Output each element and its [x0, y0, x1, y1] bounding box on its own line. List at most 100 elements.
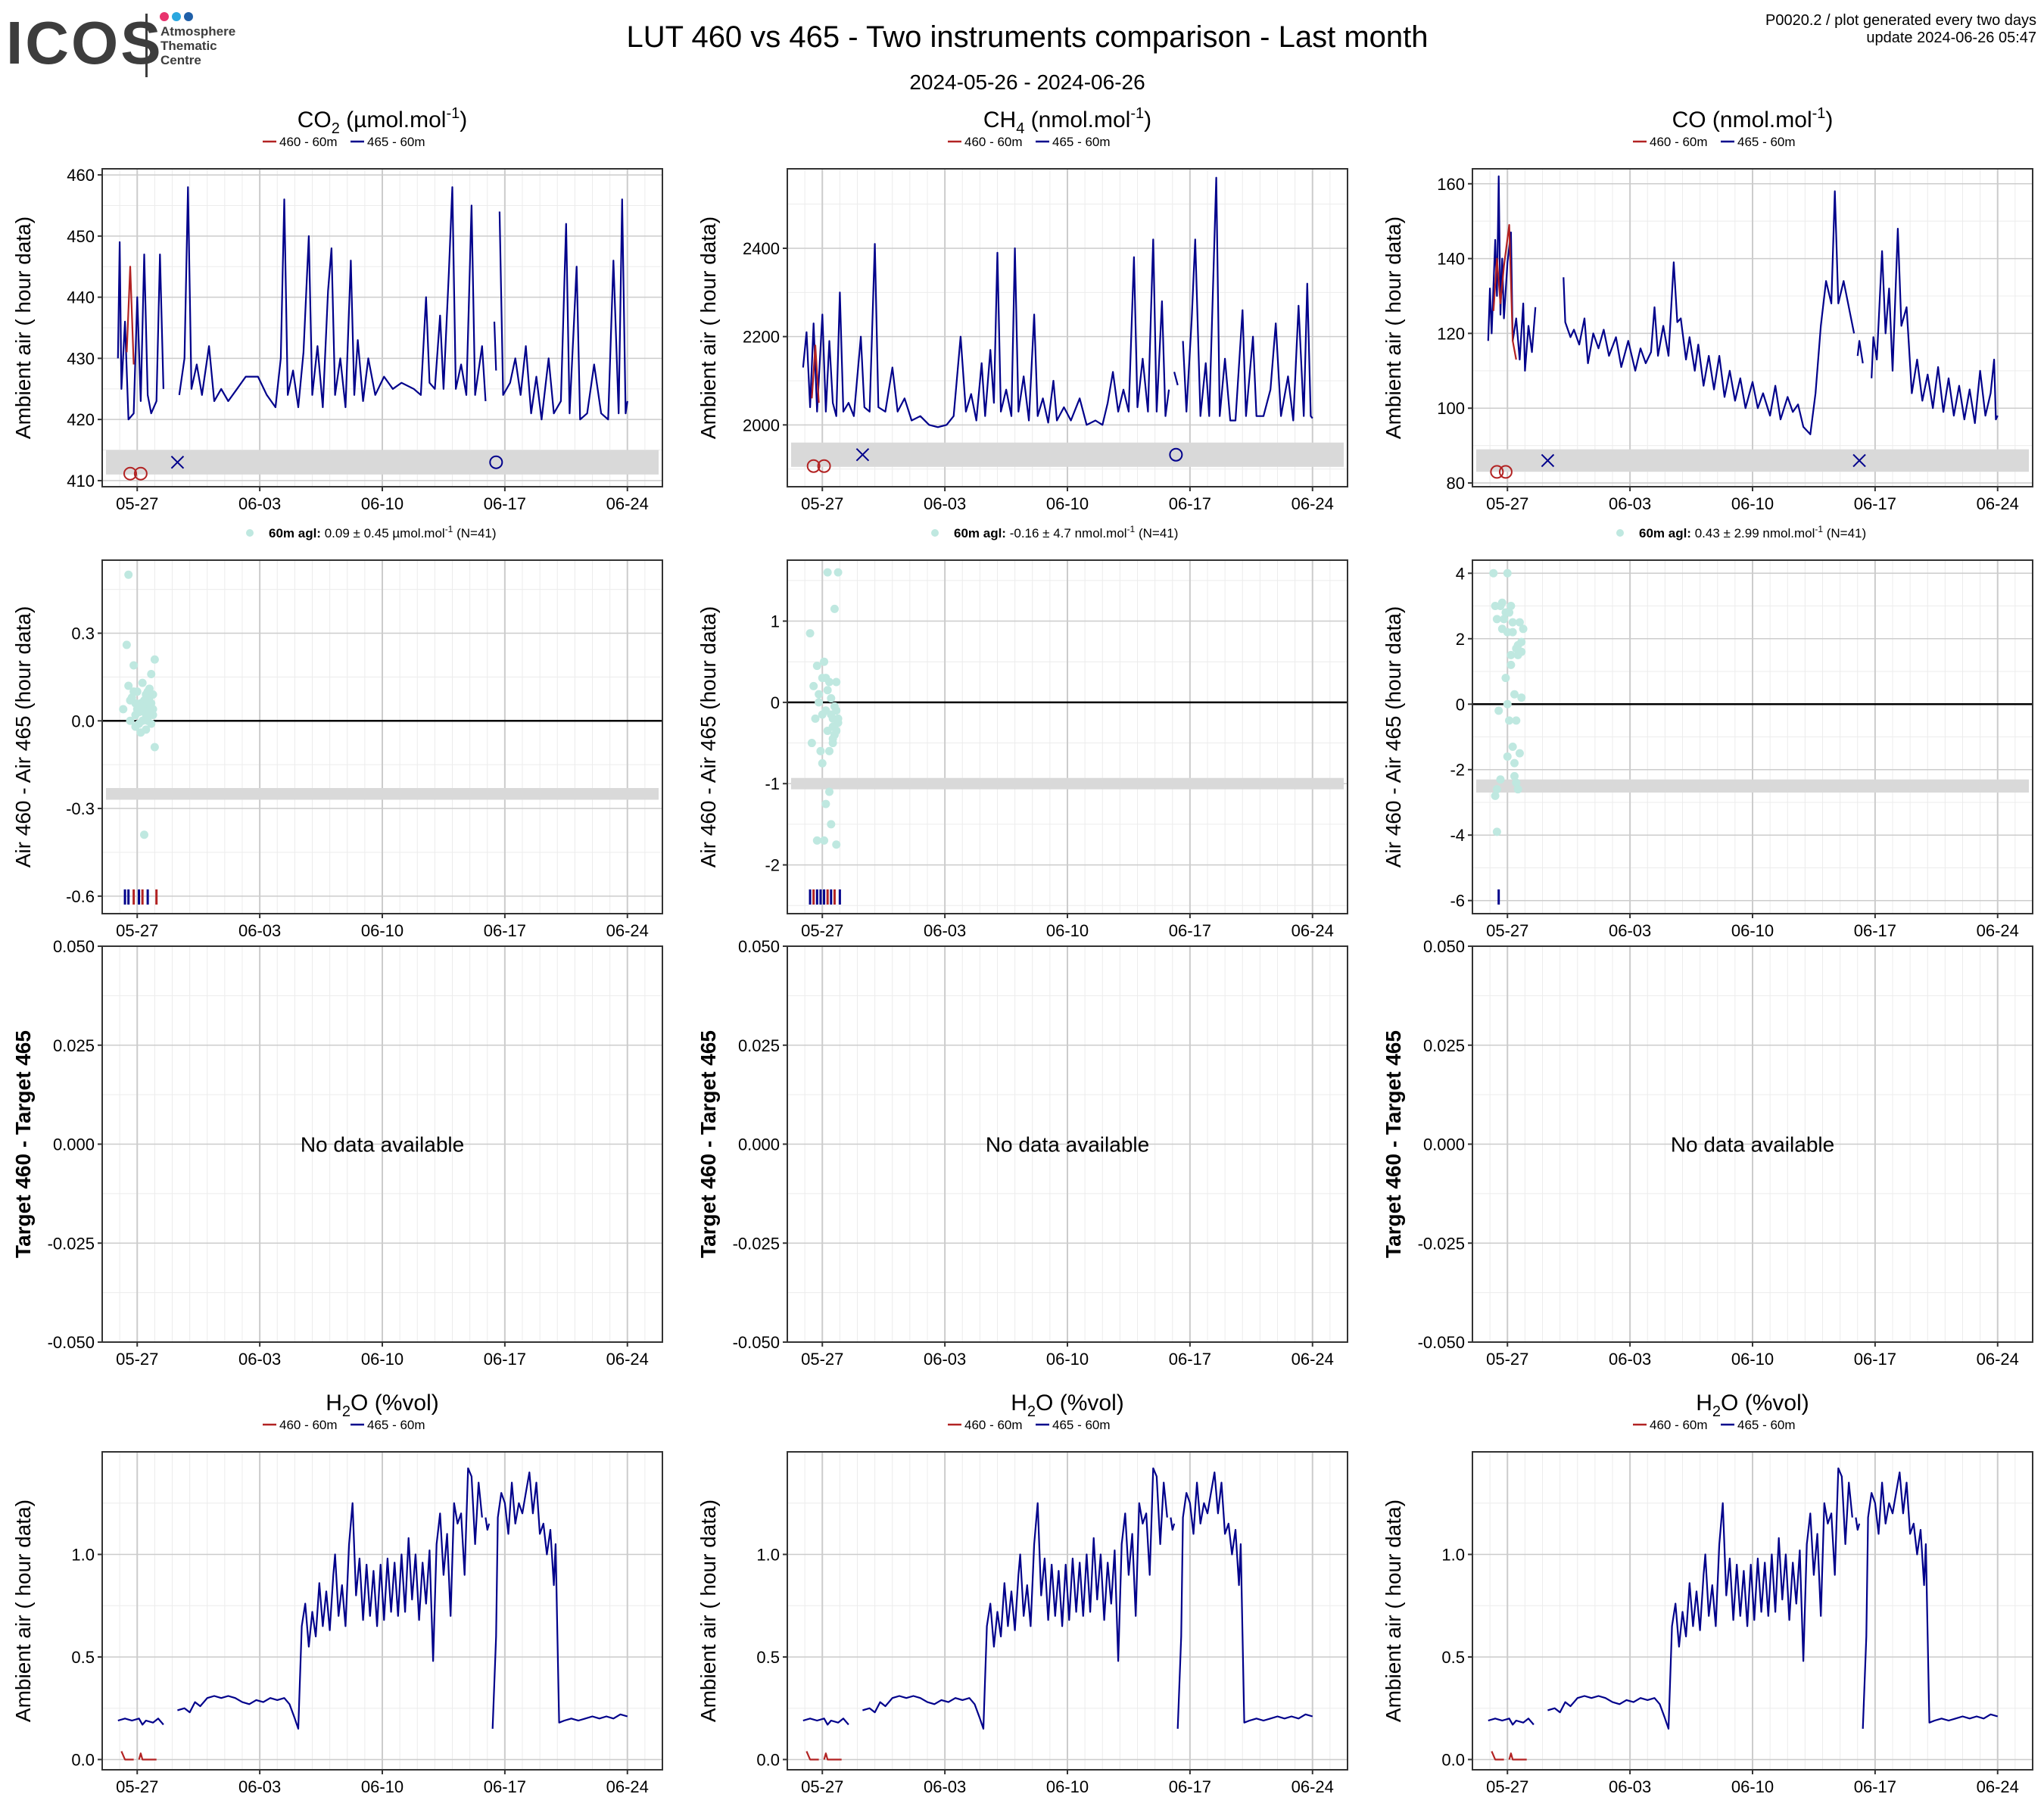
title-end: )	[460, 107, 467, 132]
series-465	[1487, 175, 1999, 435]
legend-label-465: 465 - 60m	[1737, 1418, 1796, 1432]
series-line-segment	[823, 1752, 842, 1761]
diff-point	[119, 705, 128, 714]
diff-point	[830, 604, 839, 613]
y-tick-label: 120	[1437, 324, 1465, 343]
x-tick-label: 05-27	[1486, 494, 1528, 513]
diff-point	[815, 698, 824, 707]
legend-label-460: 460 - 60m	[279, 1418, 338, 1432]
y-tick-label: 0.050	[53, 937, 95, 956]
event-marker-circle	[1169, 447, 1183, 462]
series-line-segment	[1855, 1517, 1861, 1531]
diff-point	[809, 681, 818, 690]
series-460	[1492, 224, 1517, 360]
x-tick-label: 06-03	[1609, 494, 1651, 513]
diff-point	[1519, 624, 1528, 634]
y-tick-label: 2	[1456, 630, 1465, 649]
series-460	[1491, 1751, 1527, 1761]
generation-note: P0020.2 / plot generated every two days	[1765, 12, 2036, 29]
diff-point	[1503, 699, 1512, 709]
event-marker-circle	[133, 466, 148, 481]
panel-1-1: 05-27 06-03 06-10 06-17 06-24 410 420 430 440 450…	[11, 105, 663, 513]
legend-label-465: 465 - 60m	[1052, 135, 1111, 149]
title-subscript: 2	[1027, 1403, 1036, 1420]
diff-point	[820, 836, 829, 845]
stats-summary: 60m agl: 0.09 ± 0.45 µmol.mol-1 (N=41)	[269, 524, 497, 540]
diff-point	[1512, 716, 1521, 725]
diff-point	[807, 739, 816, 748]
diff-point	[148, 690, 157, 699]
diff-point	[1507, 650, 1516, 659]
legend-label-460: 460 - 60m	[279, 135, 338, 149]
series-line-segment	[1492, 224, 1517, 360]
series-line-segment	[1508, 1752, 1527, 1761]
diff-point	[812, 662, 821, 671]
y-tick-label: 0.3	[71, 624, 95, 643]
stats-label: 60m agl:	[269, 526, 321, 540]
diff-point	[833, 568, 843, 577]
y-tick-label: -2	[765, 856, 780, 875]
x-tick-label: 06-10	[1046, 1350, 1089, 1369]
y-axis-label: Air 460 - Air 465 (hour data)	[1382, 606, 1405, 868]
logo-dot-3	[184, 12, 193, 21]
panel-title: CO (nmol.mol-1)	[1672, 105, 1834, 132]
logo-sub-3: Centre	[160, 53, 201, 67]
event-marker-circle	[489, 455, 503, 469]
panel-1-2: 05-27 06-03 06-10 06-17 06-24 2000 2200 2400 Amb…	[696, 105, 1348, 513]
stats-values: 0.43 ± 2.99 nmol.mol	[1691, 526, 1815, 540]
title-superscript: -1	[1130, 105, 1144, 122]
x-tick-label: 06-10	[361, 1350, 404, 1369]
y-tick-label: 0.025	[53, 1036, 95, 1055]
update-timestamp: update 2024-06-26 05:47	[1866, 30, 2036, 46]
x-tick-label: 06-10	[1046, 1777, 1089, 1794]
event-marker-circle	[817, 459, 831, 473]
stats-label: 60m agl:	[1639, 526, 1691, 540]
reference-band	[106, 788, 659, 800]
series-line-segment	[1862, 1471, 1999, 1729]
legend-label-460: 460 - 60m	[1650, 135, 1708, 149]
diff-point	[832, 840, 841, 849]
y-tick-label: -4	[1450, 826, 1465, 845]
x-tick-label: 05-27	[801, 1350, 843, 1369]
x-tick-label: 06-17	[1169, 1777, 1211, 1794]
diff-point	[1515, 618, 1524, 627]
y-tick-label: 0.0	[71, 712, 95, 730]
panel-grid: 05-27 06-03 06-10 06-17 06-24410420430440450…	[11, 105, 2033, 1794]
y-tick-label: -0.3	[66, 799, 95, 818]
x-tick-label: 06-10	[361, 494, 404, 513]
series-465	[802, 176, 1313, 428]
series-line-segment	[126, 266, 135, 365]
legend: 460 - 60m 465 - 60m	[948, 135, 1111, 149]
logo-sub-1: Atmosphere	[160, 24, 235, 39]
diff-point	[820, 657, 829, 666]
y-tick-label: 0.050	[738, 937, 780, 956]
y-tick-label: 450	[67, 227, 95, 246]
diff-point	[131, 722, 140, 731]
stats-unit-superscript: -1	[1127, 524, 1136, 534]
y-tick-label: 140	[1437, 250, 1465, 269]
x-tick-label: 06-03	[238, 1777, 281, 1794]
x-tick-label: 06-10	[1046, 494, 1089, 513]
diff-point	[1491, 791, 1500, 800]
series-line-segment	[117, 1718, 164, 1726]
y-tick-label: 410	[67, 472, 95, 491]
x-tick-label: 06-17	[1854, 494, 1896, 513]
y-tick-label: -6	[1450, 892, 1465, 911]
x-tick-label: 06-03	[1609, 1350, 1651, 1369]
panel-4-3: 05-27 06-03 06-10 06-17 06-24 0.0 0.5 1.0 Ambien…	[1382, 1391, 2033, 1794]
y-tick-label: -0.025	[48, 1234, 95, 1253]
diff-point	[833, 714, 843, 723]
series-line-segment	[1547, 1467, 1853, 1730]
x-tick-label: 05-27	[801, 494, 843, 513]
x-tick-label: 06-10	[1046, 921, 1089, 940]
y-axis-label: Ambient air ( hour data)	[11, 216, 35, 439]
x-tick-label: 06-17	[484, 921, 526, 940]
diff-point	[1513, 640, 1522, 649]
x-tick-label: 06-24	[606, 494, 649, 513]
legend: 460 - 60m 465 - 60m	[263, 135, 425, 149]
series-line-segment	[1856, 340, 1864, 364]
title-main: CO	[1672, 107, 1706, 132]
diff-point	[129, 661, 139, 670]
diff-point	[827, 820, 836, 829]
series-460	[805, 1751, 842, 1761]
